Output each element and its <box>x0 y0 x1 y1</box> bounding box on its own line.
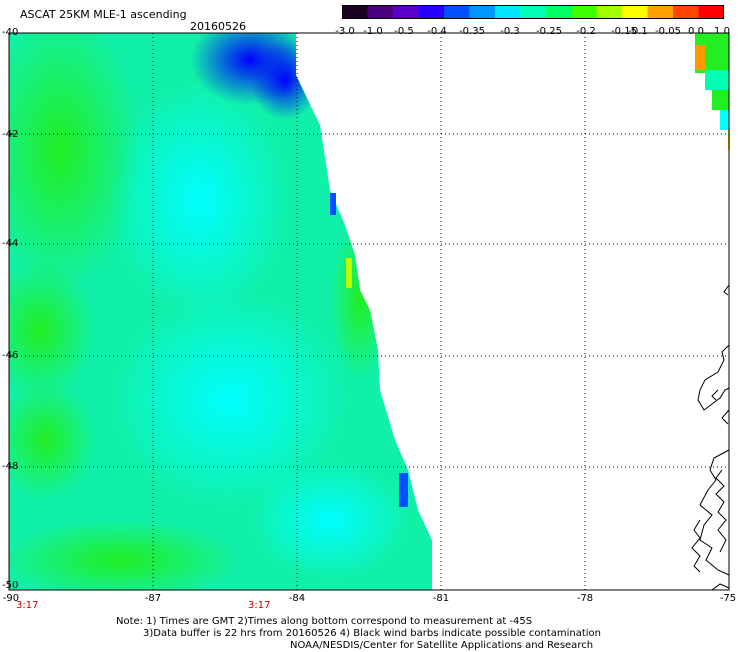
graticule <box>9 33 729 590</box>
colorbar-label: -1.0 <box>363 26 383 37</box>
colorbar-label: -3.0 <box>335 26 355 37</box>
tick-marks <box>9 32 14 591</box>
swath-edge-right <box>695 33 730 150</box>
colorbar-label: -0.25 <box>536 26 562 37</box>
colorbar-label: -0.1 <box>628 26 648 37</box>
lat-label: -42 <box>2 129 19 140</box>
colorbar-label: -0.35 <box>459 26 485 37</box>
lat-label: -48 <box>2 461 19 472</box>
swath-blue-patch <box>330 193 336 215</box>
colorbar-segment <box>520 5 547 19</box>
product-date: 20160526 <box>190 20 246 33</box>
colorbar-label: -0.3 <box>500 26 520 37</box>
colorbar-segment <box>545 5 572 19</box>
colorbar-segment <box>418 5 445 19</box>
note-line: NOAA/NESDIS/Center for Satellite Applica… <box>290 640 594 651</box>
colorbar-label: 0.0 <box>688 26 704 37</box>
colorbar <box>342 5 724 19</box>
colorbar-label: -0.5 <box>394 26 414 37</box>
colorbar-label: -0.2 <box>576 26 596 37</box>
time-label: 3:17 <box>248 600 271 611</box>
colorbar-segment <box>596 5 623 19</box>
lon-label: -78 <box>576 593 594 604</box>
colorbar-label: 1.0 <box>714 26 730 37</box>
colorbar-labels: -3.0 -1.0 -0.5 -0.4 -0.35 -0.3 -0.25 -0.… <box>0 26 740 40</box>
coastline <box>691 284 730 591</box>
swath-blue-patch <box>399 473 408 507</box>
note-line: 3)Data buffer is 22 hrs from 20160526 4)… <box>143 628 601 639</box>
swath-yellow-patch <box>346 258 352 288</box>
colorbar-label: -0.15 <box>611 26 637 37</box>
map-frame <box>8 32 730 591</box>
swath-data <box>9 33 432 590</box>
colorbar-label: -0.4 <box>427 26 447 37</box>
colorbar-segment <box>392 5 419 19</box>
lon-label: -81 <box>432 593 450 604</box>
lon-label: -75 <box>719 593 737 604</box>
lat-label: -46 <box>2 350 19 361</box>
lon-label: -90 <box>2 593 20 604</box>
colorbar-segment <box>469 5 496 19</box>
colorbar-segment <box>673 5 700 19</box>
colorbar-segment <box>622 5 649 19</box>
lon-label: -84 <box>288 593 306 604</box>
colorbar-segment <box>342 5 369 19</box>
time-label: 3:17 <box>16 600 39 611</box>
note-line: Note: 1) Times are GMT 2)Times along bot… <box>116 616 533 627</box>
lat-label: -40 <box>2 27 19 38</box>
colorbar-segment <box>367 5 394 19</box>
colorbar-segment <box>443 5 470 19</box>
product-title: ASCAT 25KM MLE-1 ascending <box>20 8 187 21</box>
colorbar-segment <box>494 5 521 19</box>
colorbar-segment <box>647 5 674 19</box>
lat-label: -50 <box>2 580 19 591</box>
lat-label: -44 <box>2 238 19 249</box>
colorbar-segment <box>698 5 724 19</box>
lon-label: -87 <box>144 593 162 604</box>
colorbar-border <box>342 5 724 19</box>
colorbar-segment <box>571 5 598 19</box>
colorbar-label: -0.05 <box>655 26 681 37</box>
